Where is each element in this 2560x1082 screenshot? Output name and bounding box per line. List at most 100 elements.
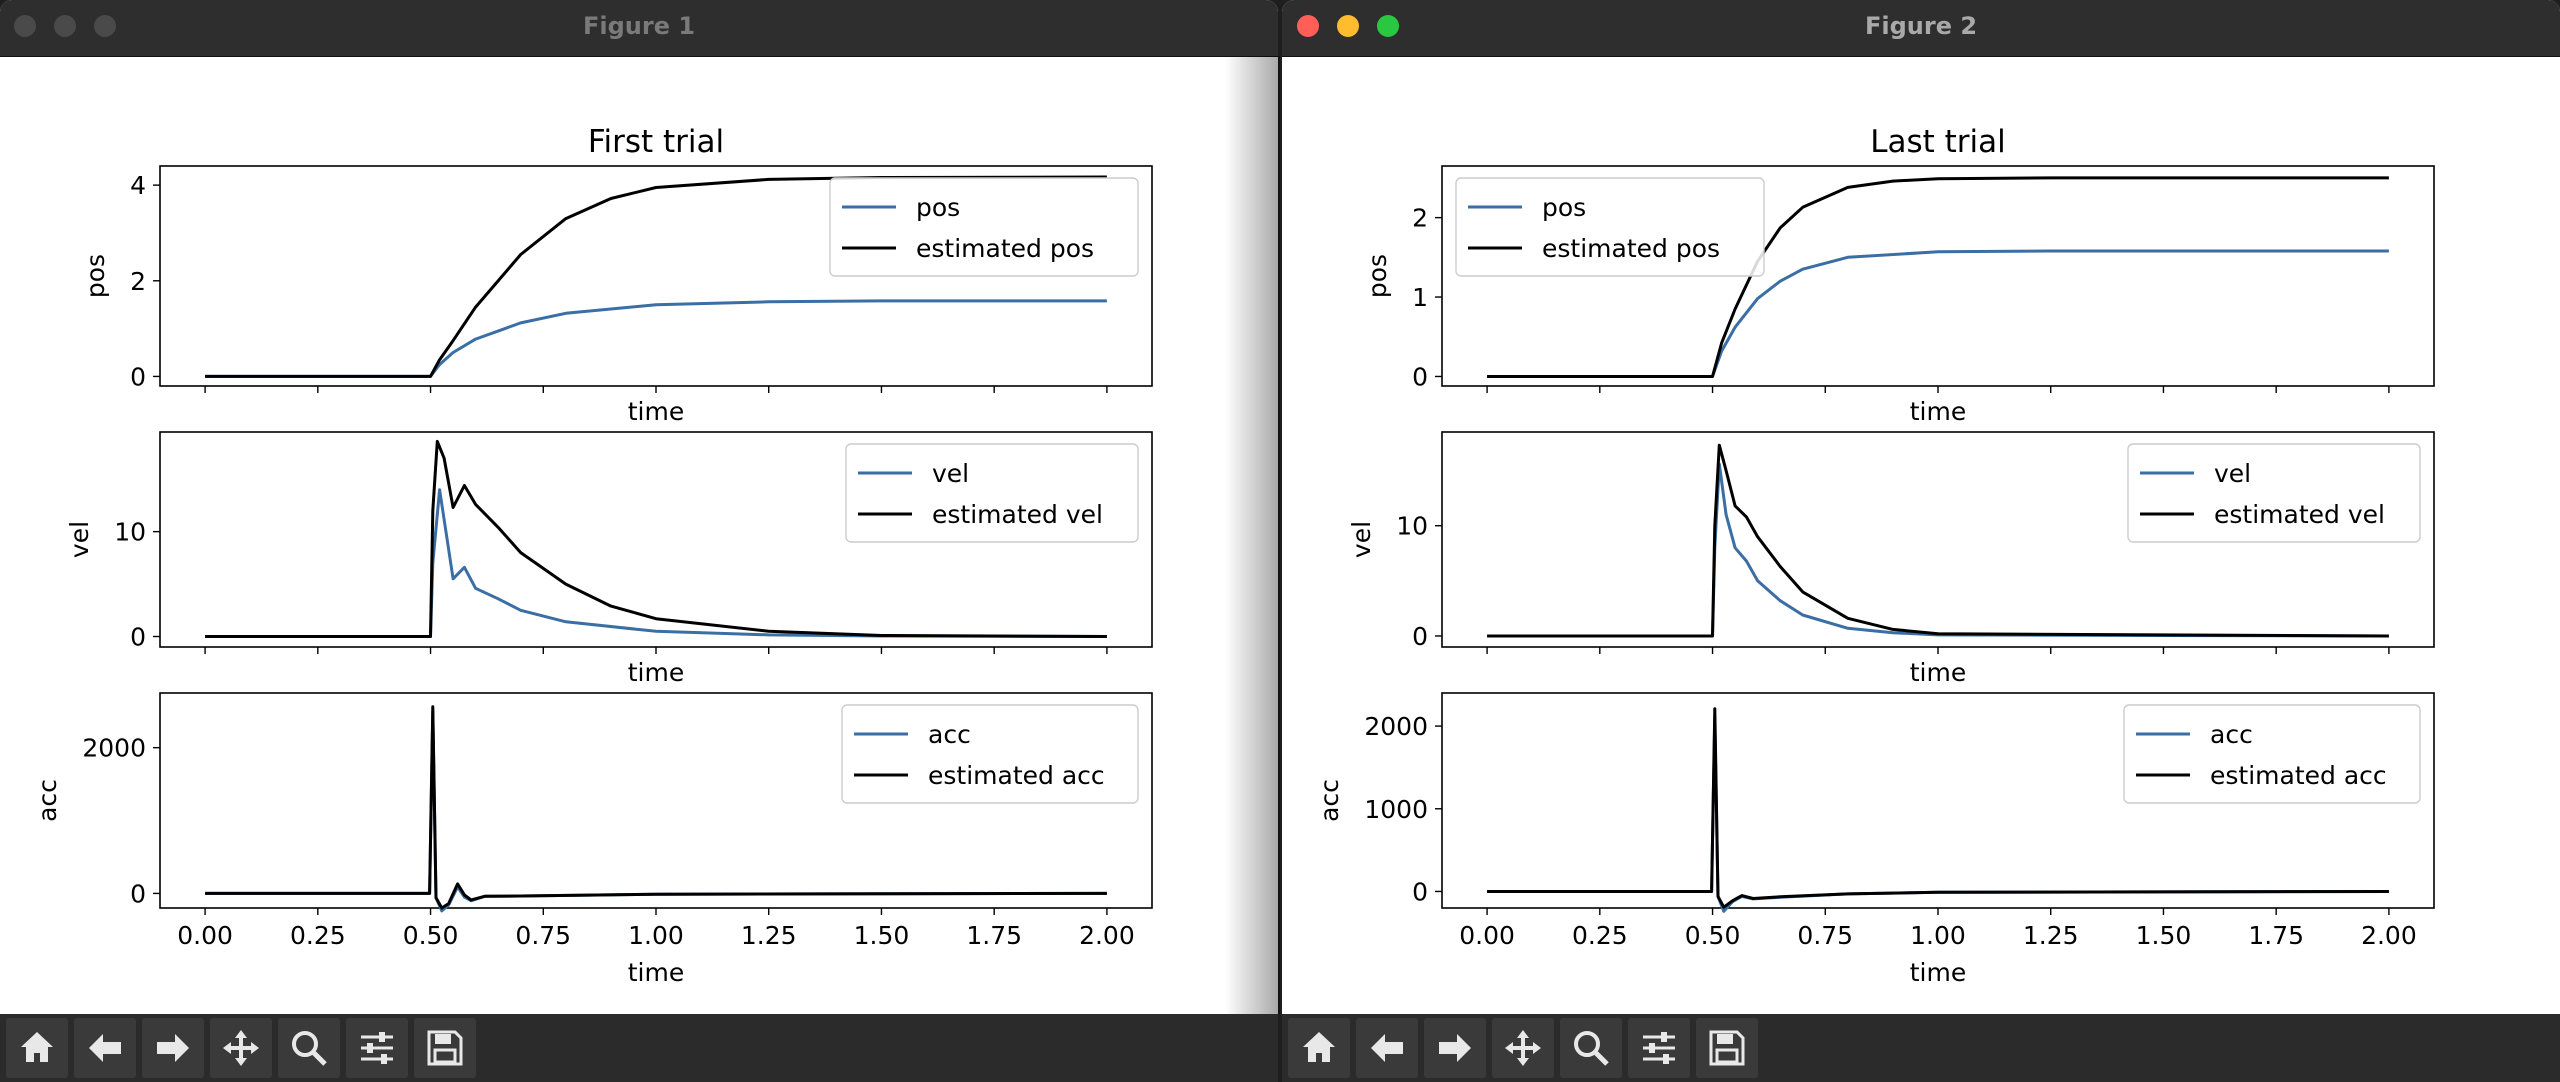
y-axis-label: acc [1315, 779, 1344, 822]
save-button[interactable] [414, 1018, 476, 1078]
x-axis-label: time [1910, 658, 1966, 687]
legend-label: estimated pos [1542, 234, 1720, 263]
x-tick-label: 0.50 [1685, 921, 1741, 950]
figure-1-titlebar: Figure 1 [0, 0, 1278, 57]
back-arrow-icon [89, 1034, 121, 1062]
figure-2-titlebar: Figure 2 [1282, 0, 2560, 57]
subplot-pos: time 0 1 2 pos pos estimated pos [1363, 165, 2435, 426]
y-tick-label: 0 [130, 879, 146, 908]
y-axis-label: pos [81, 254, 110, 298]
pan-move-icon [223, 1030, 259, 1066]
series-line-estimated-pos [1487, 176, 2389, 378]
x-tick-label: 1.25 [741, 921, 797, 950]
configure-subplots-icon [361, 1032, 393, 1064]
x-tick-label: 2.00 [2361, 921, 2417, 950]
series-line-estimated-pos [205, 175, 1107, 378]
zoom-magnifier-button[interactable] [278, 1018, 340, 1078]
forward-arrow-button[interactable] [1424, 1018, 1486, 1078]
window-title: Figure 2 [1864, 12, 1978, 40]
x-tick-label: 0.25 [290, 921, 346, 950]
subplot-vel: time 0 10 vel vel estimated vel [65, 431, 1153, 687]
y-tick-label: 0 [1412, 362, 1428, 391]
y-tick-label: 2000 [82, 734, 146, 763]
zoom-magnifier-button[interactable] [1560, 1018, 1622, 1078]
y-tick-label: 0 [130, 623, 146, 652]
y-tick-label: 10 [1396, 512, 1428, 541]
legend-label: estimated vel [932, 500, 1103, 529]
pan-move-button[interactable] [210, 1018, 272, 1078]
window-shadow [1225, 56, 1280, 1014]
close-button[interactable] [14, 15, 36, 37]
zoom-magnifier-icon [1574, 1031, 1609, 1066]
legend-label: acc [928, 720, 971, 749]
configure-subplots-button[interactable] [346, 1018, 408, 1078]
legend-box [1455, 177, 1765, 277]
subplot-pos: time 0 2 4 pos pos estimated pos [81, 165, 1153, 426]
x-tick-label: 0.00 [177, 921, 233, 950]
minimize-button[interactable] [1337, 15, 1359, 37]
subplot-vel: time 0 10 vel vel estimated vel [1347, 431, 2435, 687]
forward-arrow-button[interactable] [142, 1018, 204, 1078]
legend: acc estimated acc [841, 704, 1139, 804]
back-arrow-button[interactable] [1356, 1018, 1418, 1078]
legend-label: vel [932, 459, 969, 488]
legend-box [2123, 704, 2421, 804]
y-axis-label: vel [65, 521, 94, 558]
legend-label: estimated pos [916, 234, 1094, 263]
save-icon [427, 1030, 463, 1066]
legend-box [2127, 443, 2421, 543]
x-tick-label: 2.00 [1079, 921, 1135, 950]
y-tick-label: 0 [1412, 622, 1428, 651]
back-arrow-button[interactable] [74, 1018, 136, 1078]
save-icon [1709, 1030, 1745, 1066]
minimize-button[interactable] [54, 15, 76, 37]
home-button[interactable] [6, 1018, 68, 1078]
figure-2-window: Figure 2 Last trial time 0 1 2 pos pos estimate… [1282, 0, 2560, 1082]
home-button[interactable] [1288, 1018, 1350, 1078]
series-line-estimated-vel [1487, 443, 2389, 638]
x-tick-label: 1.50 [854, 921, 910, 950]
legend: vel estimated vel [845, 443, 1139, 543]
figure-1-canvas[interactable]: First trial time 0 2 4 pos pos estimated pos tim… [0, 56, 1278, 1014]
series-line-vel [205, 488, 1107, 638]
y-tick-label: 10 [114, 518, 146, 547]
zoom-magnifier-icon [292, 1031, 327, 1066]
x-tick-label: 0.00 [1459, 921, 1515, 950]
legend-label: acc [2210, 720, 2253, 749]
x-tick-label: 0.75 [1797, 921, 1853, 950]
legend-label: vel [2214, 459, 2251, 488]
pan-move-icon [1505, 1030, 1541, 1066]
configure-subplots-button[interactable] [1628, 1018, 1690, 1078]
series-line-pos [205, 299, 1107, 378]
y-tick-label: 4 [130, 171, 146, 200]
y-tick-label: 2 [130, 267, 146, 296]
zoom-button[interactable] [1377, 15, 1399, 37]
figure-1-window: Figure 1 First trial time 0 2 4 pos pos estimat… [0, 0, 1278, 1082]
legend: pos estimated pos [1455, 177, 1765, 277]
forward-arrow-icon [157, 1034, 189, 1062]
y-tick-label: 2 [1412, 204, 1428, 233]
save-button[interactable] [1696, 1018, 1758, 1078]
forward-arrow-icon [1439, 1034, 1471, 1062]
pan-move-button[interactable] [1492, 1018, 1554, 1078]
legend: acc estimated acc [2123, 704, 2421, 804]
chart-title: First trial [588, 124, 724, 160]
x-tick-label: 1.00 [628, 921, 684, 950]
close-button[interactable] [1297, 15, 1319, 37]
legend-label: pos [916, 193, 960, 222]
figure-1-toolbar [0, 1014, 1278, 1082]
y-axis-label: vel [1347, 521, 1376, 558]
legend-label: estimated vel [2214, 500, 2385, 529]
home-icon [21, 1032, 53, 1062]
chart-title: Last trial [1870, 124, 2006, 160]
y-axis-label: pos [1363, 254, 1392, 298]
legend-box [841, 704, 1139, 804]
x-axis-label: time [628, 658, 684, 687]
window-title: Figure 1 [582, 12, 696, 40]
x-axis-label: time [1910, 958, 1966, 987]
y-tick-label: 0 [1412, 877, 1428, 906]
zoom-button[interactable] [94, 15, 116, 37]
subplot-acc: 0.00 0.25 0.50 0.75 1.00 1.25 1.50 1.75 2.00 time… [33, 692, 1153, 987]
x-tick-label: 0.25 [1572, 921, 1628, 950]
